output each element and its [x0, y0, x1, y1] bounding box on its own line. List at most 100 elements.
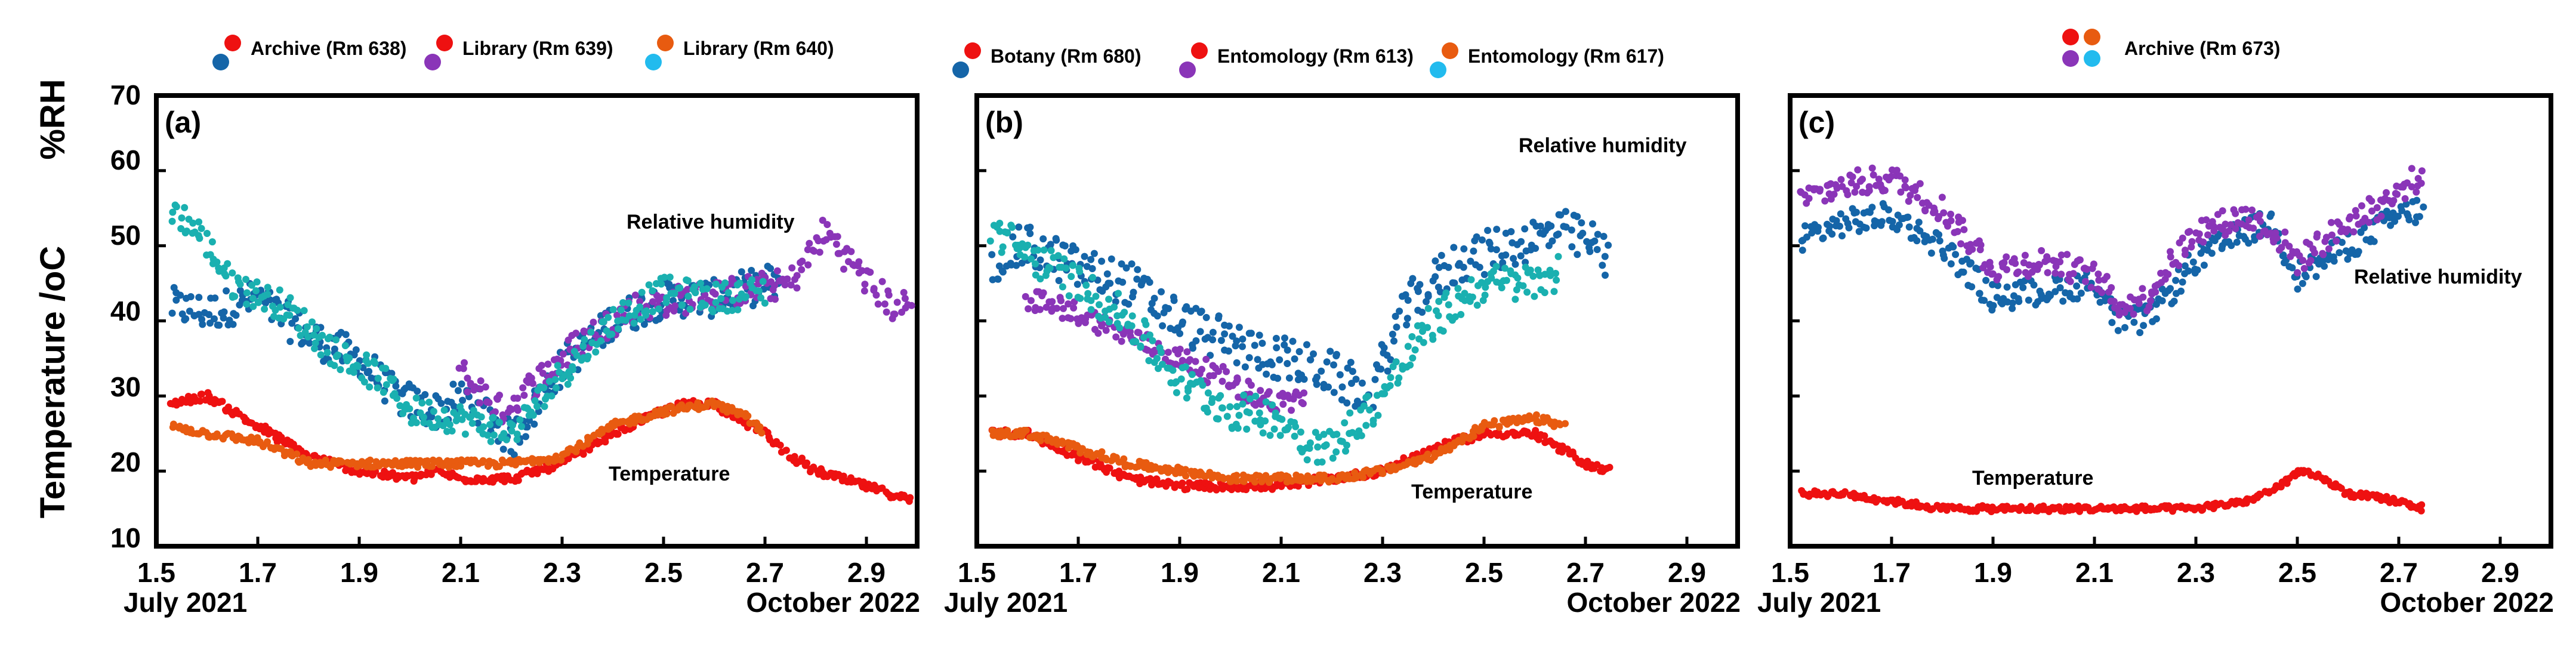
data-point	[2307, 257, 2315, 264]
data-point	[1306, 439, 1314, 447]
data-point	[2200, 261, 2208, 269]
data-point	[1055, 277, 1063, 284]
data-point	[434, 415, 442, 423]
data-point	[1944, 222, 1951, 230]
data-point	[1169, 367, 1177, 374]
data-point	[531, 397, 539, 405]
data-point	[2012, 260, 2019, 267]
data-point	[1146, 278, 1153, 286]
data-point	[1320, 430, 1328, 438]
data-point	[1184, 387, 1192, 395]
data-point	[1065, 444, 1072, 452]
data-point	[1204, 408, 1211, 416]
data-point	[823, 221, 831, 229]
data-point	[1125, 300, 1133, 308]
data-point	[501, 478, 508, 485]
data-point	[2074, 295, 2081, 303]
data-point	[671, 290, 678, 297]
data-point	[223, 287, 230, 295]
data-point	[382, 365, 390, 373]
x-tick-label: 1.5	[958, 557, 996, 588]
data-point	[1830, 190, 1838, 198]
data-point	[1145, 357, 1153, 365]
legend-entry: Botany (Rm 680)	[952, 42, 1142, 78]
data-point	[231, 293, 239, 300]
data-point	[600, 318, 607, 326]
data-point	[1838, 232, 1846, 239]
data-point	[1537, 222, 1544, 230]
data-point	[1158, 288, 1165, 296]
data-point	[187, 293, 195, 300]
data-point	[1294, 482, 1302, 490]
data-point	[2152, 315, 2160, 323]
data-point	[1096, 301, 1103, 309]
data-point	[454, 387, 462, 395]
data-point	[1328, 476, 1335, 484]
data-point	[1221, 330, 1229, 338]
date-label-start: July 2021	[124, 587, 247, 618]
legend-swatch-humidity	[1430, 61, 1446, 78]
data-point	[1276, 356, 1284, 364]
data-point	[486, 421, 494, 429]
data-point	[1265, 388, 1273, 396]
data-point	[1036, 437, 1044, 445]
data-point	[1532, 245, 1540, 252]
data-point	[1562, 420, 1569, 427]
data-point	[1605, 241, 1612, 249]
data-point	[428, 463, 436, 470]
data-point	[711, 290, 719, 298]
data-point	[1110, 303, 1118, 311]
data-point	[2009, 299, 2016, 307]
data-point	[1134, 266, 1142, 273]
data-point	[1821, 197, 1829, 205]
data-point	[1204, 389, 1212, 397]
data-point	[2395, 213, 2402, 220]
data-point	[437, 399, 445, 407]
data-point	[815, 237, 822, 245]
data-point	[1492, 246, 1500, 254]
data-point	[1424, 293, 1432, 300]
data-point	[1052, 235, 1060, 242]
data-point	[1343, 441, 1350, 449]
data-point	[393, 395, 401, 402]
data-point	[2242, 205, 2250, 213]
data-point	[1606, 463, 1614, 471]
data-point	[1025, 305, 1032, 313]
data-point	[1358, 432, 1365, 439]
data-point	[2076, 507, 2084, 515]
data-point	[1601, 253, 1609, 260]
data-point	[2188, 243, 2195, 251]
data-point	[2073, 282, 2081, 290]
data-point	[1362, 421, 1370, 429]
legend: Archive (Rm 638) Library (Rm 639) Library …	[212, 35, 834, 70]
data-point	[374, 384, 381, 392]
data-point	[2090, 260, 2097, 268]
series-archive-rm-673-rh-a	[1798, 196, 2427, 337]
data-point	[1281, 334, 1288, 342]
data-point	[508, 427, 516, 435]
data-point	[198, 390, 205, 398]
data-point	[1118, 260, 1125, 268]
data-point	[2210, 227, 2218, 235]
data-point	[584, 352, 592, 360]
data-point	[1263, 370, 1270, 378]
data-point	[551, 375, 559, 383]
data-point	[523, 423, 531, 431]
data-point	[645, 281, 653, 289]
data-point	[1457, 310, 1465, 318]
data-point	[885, 291, 893, 299]
data-point	[538, 362, 545, 370]
data-point	[2330, 257, 2338, 265]
data-point	[2368, 207, 2376, 215]
data-point	[2232, 225, 2239, 232]
data-point	[178, 214, 186, 222]
data-point	[1906, 192, 1914, 199]
data-point	[1042, 303, 1050, 311]
date-label-end: October 2022	[746, 587, 920, 618]
data-point	[421, 391, 429, 398]
data-point	[655, 305, 662, 313]
data-point	[2167, 253, 2174, 261]
data-point	[998, 267, 1006, 275]
data-point	[196, 235, 203, 242]
